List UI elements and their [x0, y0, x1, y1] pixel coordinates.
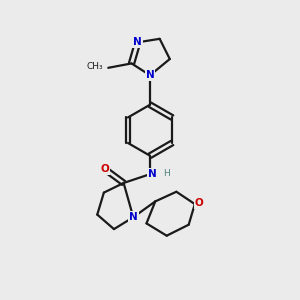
Text: O: O [101, 164, 110, 174]
Text: N: N [129, 212, 138, 222]
Text: N: N [148, 169, 157, 179]
Text: H: H [163, 169, 170, 178]
Text: CH₃: CH₃ [86, 62, 103, 71]
Text: O: O [195, 198, 204, 208]
Text: N: N [146, 70, 154, 80]
Text: N: N [133, 37, 142, 47]
